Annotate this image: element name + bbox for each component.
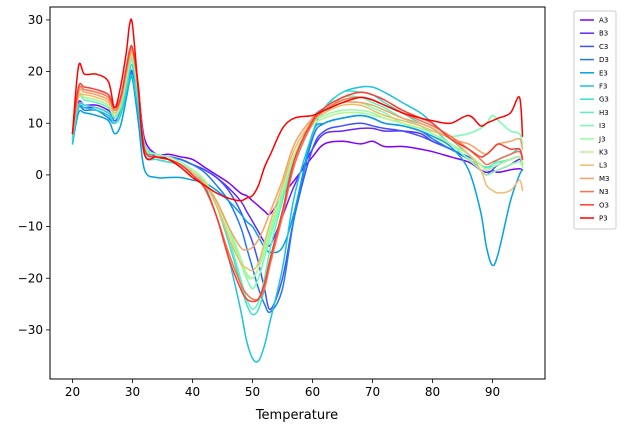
legend-label-m3: M3 [599,175,610,183]
y-tick-label: −20 [18,271,43,285]
x-tick-label: 30 [125,385,140,399]
legend-label-p3: P3 [599,215,608,223]
y-tick-label: 20 [28,65,43,79]
legend-label-n3: N3 [599,188,609,196]
y-tick-label: 0 [35,168,43,182]
x-tick-label: 20 [65,385,80,399]
legend-label-j3: J3 [598,135,606,143]
y-tick-label: −10 [18,220,43,234]
series-layer [71,18,524,363]
legend-label-l3: L3 [599,162,607,170]
legend-label-d3: D3 [599,56,609,64]
x-tick-label: 60 [305,385,320,399]
y-tick-label: −30 [18,323,43,337]
y-axis: −30 −20 −10 0 10 20 30 [18,13,50,337]
series-line-p3 [71,18,524,202]
legend-label-a3: A3 [599,17,608,25]
x-axis: 20 30 40 50 60 70 80 90 [65,379,500,399]
legend-label-g3: G3 [599,96,609,104]
legend-label-i3: I3 [599,122,606,130]
legend-label-e3: E3 [599,69,608,77]
y-tick-label: 30 [28,13,43,27]
legend-label-f3: F3 [599,83,607,91]
y-tick-label: 10 [28,116,43,130]
legend-label-h3: H3 [599,109,609,117]
legend-frame [573,10,617,230]
legend-label-b3: B3 [599,30,608,38]
x-tick-label: 80 [425,385,440,399]
legend-label-c3: C3 [599,43,608,51]
legend-label-o3: O3 [599,201,609,209]
x-axis-label: Temperature [255,408,338,423]
series-line-o3 [71,44,524,303]
plot-area-frame [49,6,546,380]
x-tick-label: 50 [245,385,260,399]
x-tick-label: 70 [365,385,380,399]
legend-label-k3: K3 [599,149,608,157]
x-tick-label: 90 [485,385,500,399]
x-tick-label: 40 [185,385,200,399]
legend: A3 B3 C3 D3 E3 F3 G3 H3 I3 J3 K3 L3 M3 N3 O3 P3 [573,10,617,230]
series-line-e3 [71,75,524,267]
